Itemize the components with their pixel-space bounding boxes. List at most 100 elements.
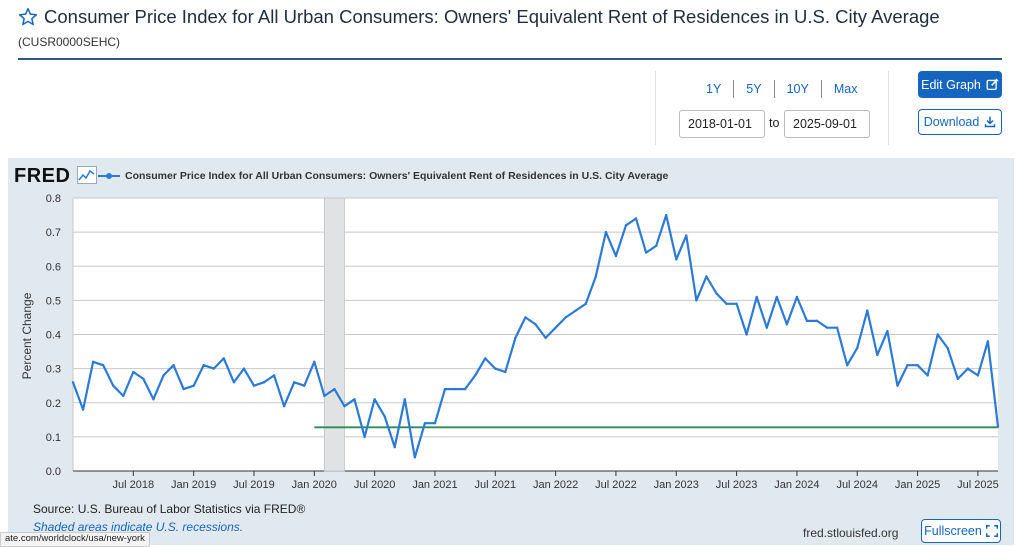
y-axis-label: Percent Change — [20, 292, 34, 379]
data-point — [313, 360, 316, 363]
y-axis-ticks: 0.0 0.1 0.2 0.3 0.4 0.5 0.6 0.7 0.8 — [46, 193, 61, 478]
data-point — [544, 336, 547, 340]
y-tick-label: 0.4 — [46, 330, 61, 342]
data-point — [112, 384, 115, 387]
data-point — [222, 357, 226, 360]
data-point — [654, 244, 658, 247]
x-tick-label: Jan 2019 — [171, 479, 216, 491]
data-point — [282, 404, 286, 408]
data-point — [71, 381, 75, 384]
data-point — [735, 302, 738, 305]
data-point — [715, 292, 718, 295]
data-point — [835, 326, 839, 329]
data-point — [745, 333, 748, 336]
data-point — [996, 425, 1000, 428]
y-tick-label: 0.7 — [46, 227, 61, 239]
x-tick-label: Jan 2024 — [774, 479, 819, 491]
fullscreen-label: Fullscreen — [924, 524, 982, 538]
data-point — [815, 319, 819, 323]
data-point — [101, 364, 105, 367]
legend-label: Consumer Price Index for All Urban Consu… — [125, 170, 669, 182]
data-point — [685, 234, 688, 237]
data-point — [132, 370, 135, 374]
range-5y-button[interactable]: 5Y — [734, 80, 775, 98]
data-point — [856, 346, 859, 350]
y-tick-label: 0.5 — [46, 295, 61, 307]
data-point — [212, 367, 215, 370]
data-point — [644, 251, 648, 254]
data-point — [122, 394, 125, 398]
data-point — [192, 384, 195, 387]
data-point — [574, 309, 577, 312]
data-point — [805, 319, 809, 323]
range-max-button[interactable]: Max — [833, 82, 858, 96]
site-link[interactable]: fred.stlouisfed.org — [803, 526, 899, 540]
x-axis-ticks: Jul 2018 Jan 2019 Jul 2019 Jan 2020 Jul 2020… — [113, 471, 999, 491]
data-point — [876, 353, 879, 357]
x-tick-label: Jul 2022 — [595, 479, 637, 491]
end-date-input[interactable] — [784, 110, 870, 138]
data-point — [343, 404, 346, 408]
data-point — [976, 374, 980, 377]
data-point — [81, 408, 85, 411]
y-tick-label: 0.2 — [46, 398, 61, 410]
x-tick-label: Jan 2025 — [895, 479, 940, 491]
data-point — [665, 213, 668, 217]
edit-graph-button[interactable]: Edit Graph — [918, 71, 1002, 98]
fullscreen-button[interactable]: Fullscreen — [921, 519, 1001, 543]
data-point — [303, 384, 306, 387]
data-point — [524, 316, 527, 319]
x-tick-label: Jul 2024 — [836, 479, 878, 491]
data-point — [232, 381, 236, 384]
data-point — [624, 224, 628, 227]
download-button[interactable]: Download — [918, 109, 1002, 135]
page-title: Consumer Price Index for All Urban Consu… — [44, 6, 940, 27]
chart-legend: Consumer Price Index for All Urban Consu… — [98, 170, 668, 182]
download-label: Download — [923, 115, 980, 129]
data-point — [182, 387, 185, 391]
data-point — [514, 336, 517, 340]
recession-band — [323, 197, 345, 472]
star-icon[interactable] — [18, 7, 38, 27]
data-point — [906, 364, 909, 367]
range-buttons: 1Y 5Y 10Y Max — [694, 80, 869, 98]
y-tick-label: 0.0 — [46, 466, 61, 478]
data-point — [423, 422, 427, 425]
data-point — [825, 326, 829, 329]
data-point — [162, 374, 165, 377]
data-point — [896, 384, 899, 387]
title-row: Consumer Price Index for All Urban Consu… — [18, 6, 940, 28]
data-point — [705, 275, 708, 278]
range-1y-button[interactable]: 1Y — [694, 80, 735, 98]
data-point — [785, 323, 789, 326]
data-point — [775, 295, 779, 299]
data-point — [433, 422, 437, 425]
edit-icon — [986, 78, 999, 91]
start-date-input[interactable] — [679, 110, 765, 138]
data-point — [453, 387, 457, 391]
data-point — [584, 302, 587, 305]
data-point — [986, 340, 990, 343]
data-point — [614, 254, 618, 258]
y-tick-label: 0.8 — [46, 193, 61, 205]
data-point — [403, 398, 406, 401]
x-tick-label: Jul 2023 — [716, 479, 758, 491]
range-10y-button[interactable]: 10Y — [775, 80, 822, 98]
data-point — [393, 445, 396, 449]
x-tick-label: Jul 2021 — [474, 479, 516, 491]
data-point — [956, 377, 959, 381]
data-point — [484, 357, 487, 360]
data-point — [172, 364, 175, 367]
data-point — [353, 398, 356, 401]
x-tick-label: Jul 2018 — [113, 479, 155, 491]
data-point — [554, 326, 557, 329]
data-point — [725, 302, 728, 305]
data-point — [795, 295, 799, 299]
data-point — [413, 456, 417, 459]
y-tick-label: 0.3 — [46, 364, 61, 376]
recession-note[interactable]: Shaded areas indicate U.S. recessions. — [33, 520, 244, 534]
data-point — [363, 435, 366, 439]
data-point — [202, 364, 205, 367]
data-point — [755, 295, 758, 299]
